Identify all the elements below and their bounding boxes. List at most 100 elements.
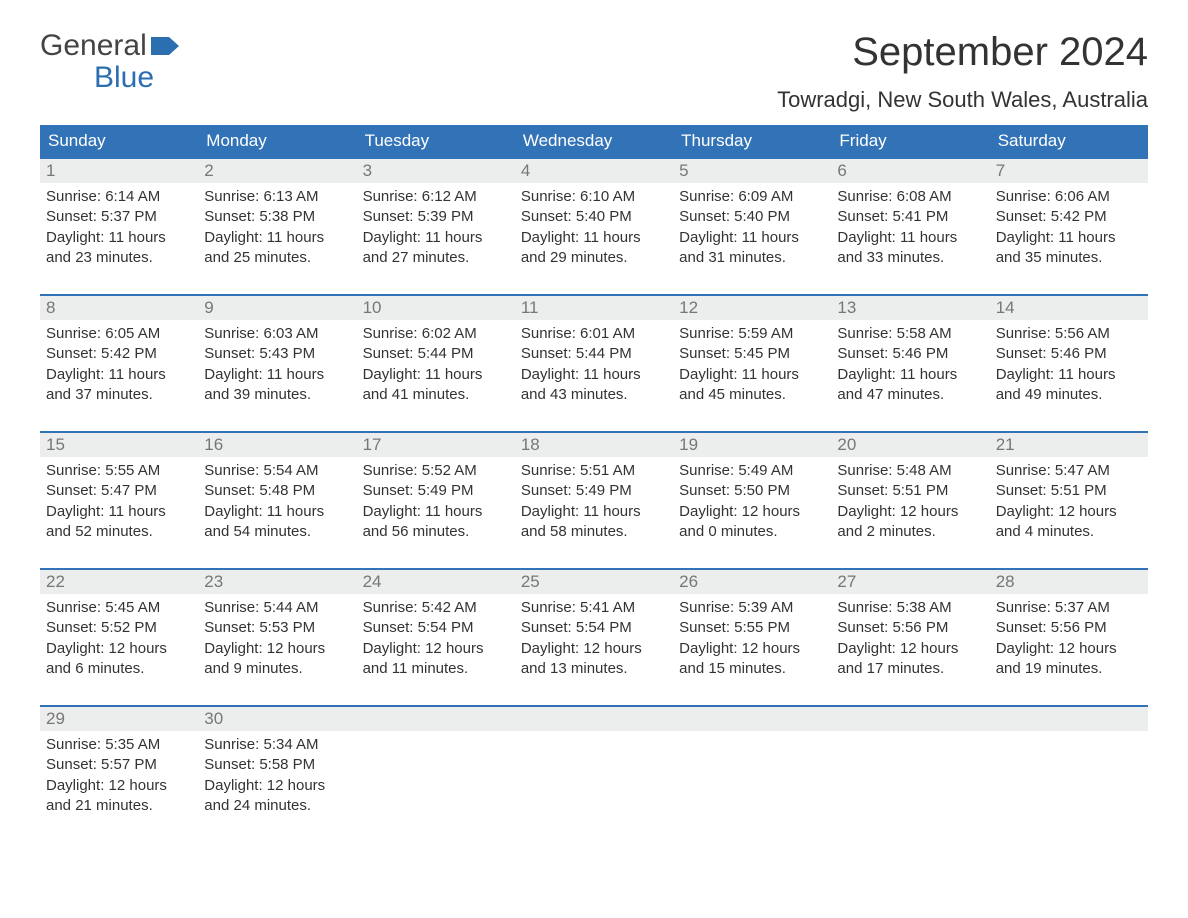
sunrise-text: Sunrise: 5:35 AM: [46, 735, 192, 755]
detail-row: Sunrise: 5:55 AMSunset: 5:47 PMDaylight:…: [40, 457, 1148, 548]
sunset-text: Sunset: 5:56 PM: [996, 618, 1142, 638]
sunrise-text: Sunrise: 5:38 AM: [837, 598, 983, 618]
day-detail: Sunrise: 5:37 AMSunset: 5:56 PMDaylight:…: [990, 594, 1148, 685]
sunrise-text: Sunrise: 6:03 AM: [204, 324, 350, 344]
sunrise-text: Sunrise: 5:37 AM: [996, 598, 1142, 618]
sunset-text: Sunset: 5:43 PM: [204, 344, 350, 364]
day-detail: Sunrise: 5:49 AMSunset: 5:50 PMDaylight:…: [673, 457, 831, 548]
sunset-text: Sunset: 5:55 PM: [679, 618, 825, 638]
day-detail: [357, 731, 515, 822]
sunset-text: Sunset: 5:40 PM: [679, 207, 825, 227]
day-detail: Sunrise: 5:39 AMSunset: 5:55 PMDaylight:…: [673, 594, 831, 685]
sunrise-text: Sunrise: 5:44 AM: [204, 598, 350, 618]
day-number: 24: [357, 570, 515, 594]
sunrise-text: Sunrise: 6:06 AM: [996, 187, 1142, 207]
sunrise-text: Sunrise: 6:08 AM: [837, 187, 983, 207]
title-block: September 2024 Towradgi, New South Wales…: [777, 30, 1148, 113]
sunrise-text: Sunrise: 5:52 AM: [363, 461, 509, 481]
sunrise-text: Sunrise: 6:13 AM: [204, 187, 350, 207]
sunrise-text: Sunrise: 5:34 AM: [204, 735, 350, 755]
day-detail: Sunrise: 5:35 AMSunset: 5:57 PMDaylight:…: [40, 731, 198, 822]
daynum-row: 15161718192021: [40, 433, 1148, 457]
sunset-text: Sunset: 5:58 PM: [204, 755, 350, 775]
day-number: 20: [831, 433, 989, 457]
week-row: 1234567Sunrise: 6:14 AMSunset: 5:37 PMDa…: [40, 157, 1148, 274]
daylight-text: Daylight: 11 hours and 35 minutes.: [996, 228, 1142, 269]
day-detail: Sunrise: 6:10 AMSunset: 5:40 PMDaylight:…: [515, 183, 673, 274]
sunset-text: Sunset: 5:44 PM: [363, 344, 509, 364]
daylight-text: Daylight: 11 hours and 33 minutes.: [837, 228, 983, 269]
daylight-text: Daylight: 11 hours and 39 minutes.: [204, 365, 350, 406]
day-detail: Sunrise: 6:03 AMSunset: 5:43 PMDaylight:…: [198, 320, 356, 411]
daylight-text: Daylight: 11 hours and 49 minutes.: [996, 365, 1142, 406]
sunset-text: Sunset: 5:54 PM: [363, 618, 509, 638]
day-detail: [990, 731, 1148, 822]
daylight-text: Daylight: 11 hours and 56 minutes.: [363, 502, 509, 543]
detail-row: Sunrise: 6:05 AMSunset: 5:42 PMDaylight:…: [40, 320, 1148, 411]
sunrise-text: Sunrise: 5:41 AM: [521, 598, 667, 618]
sunrise-text: Sunrise: 5:45 AM: [46, 598, 192, 618]
location: Towradgi, New South Wales, Australia: [777, 87, 1148, 113]
sunset-text: Sunset: 5:42 PM: [996, 207, 1142, 227]
sunset-text: Sunset: 5:51 PM: [837, 481, 983, 501]
day-detail: [515, 731, 673, 822]
day-detail: Sunrise: 5:47 AMSunset: 5:51 PMDaylight:…: [990, 457, 1148, 548]
day-detail: [673, 731, 831, 822]
daylight-text: Daylight: 11 hours and 27 minutes.: [363, 228, 509, 269]
day-number: 9: [198, 296, 356, 320]
calendar: Sunday Monday Tuesday Wednesday Thursday…: [40, 125, 1148, 822]
daylight-text: Daylight: 11 hours and 45 minutes.: [679, 365, 825, 406]
sunset-text: Sunset: 5:53 PM: [204, 618, 350, 638]
day-detail: Sunrise: 6:05 AMSunset: 5:42 PMDaylight:…: [40, 320, 198, 411]
sunrise-text: Sunrise: 5:51 AM: [521, 461, 667, 481]
sunrise-text: Sunrise: 5:56 AM: [996, 324, 1142, 344]
detail-row: Sunrise: 6:14 AMSunset: 5:37 PMDaylight:…: [40, 183, 1148, 274]
day-detail: Sunrise: 5:48 AMSunset: 5:51 PMDaylight:…: [831, 457, 989, 548]
day-of-week-header: Sunday Monday Tuesday Wednesday Thursday…: [40, 125, 1148, 157]
day-detail: Sunrise: 5:44 AMSunset: 5:53 PMDaylight:…: [198, 594, 356, 685]
day-detail: Sunrise: 6:09 AMSunset: 5:40 PMDaylight:…: [673, 183, 831, 274]
sunrise-text: Sunrise: 6:09 AM: [679, 187, 825, 207]
day-number: 18: [515, 433, 673, 457]
daylight-text: Daylight: 11 hours and 23 minutes.: [46, 228, 192, 269]
daylight-text: Daylight: 12 hours and 15 minutes.: [679, 639, 825, 680]
day-detail: Sunrise: 6:14 AMSunset: 5:37 PMDaylight:…: [40, 183, 198, 274]
day-detail: Sunrise: 6:12 AMSunset: 5:39 PMDaylight:…: [357, 183, 515, 274]
day-detail: Sunrise: 5:58 AMSunset: 5:46 PMDaylight:…: [831, 320, 989, 411]
daylight-text: Daylight: 12 hours and 11 minutes.: [363, 639, 509, 680]
flag-icon: [151, 30, 179, 62]
day-number: 6: [831, 159, 989, 183]
daylight-text: Daylight: 12 hours and 24 minutes.: [204, 776, 350, 817]
day-number: 3: [357, 159, 515, 183]
sunrise-text: Sunrise: 5:42 AM: [363, 598, 509, 618]
detail-row: Sunrise: 5:45 AMSunset: 5:52 PM Daylight:…: [40, 594, 1148, 685]
day-detail: Sunrise: 6:08 AMSunset: 5:41 PMDaylight:…: [831, 183, 989, 274]
day-number: 19: [673, 433, 831, 457]
sunset-text: Sunset: 5:47 PM: [46, 481, 192, 501]
sunset-text: Sunset: 5:37 PM: [46, 207, 192, 227]
daylight-text: Daylight: 12 hours and 21 minutes.: [46, 776, 192, 817]
daylight-text: Daylight: 11 hours and 58 minutes.: [521, 502, 667, 543]
day-number: 25: [515, 570, 673, 594]
day-number: 23: [198, 570, 356, 594]
sunset-text: Sunset: 5:38 PM: [204, 207, 350, 227]
day-number: [673, 707, 831, 731]
sunset-text: Sunset: 5:45 PM: [679, 344, 825, 364]
daynum-row: 2930: [40, 707, 1148, 731]
day-number: 26: [673, 570, 831, 594]
dow-friday: Friday: [831, 125, 989, 157]
day-number: 8: [40, 296, 198, 320]
dow-saturday: Saturday: [990, 125, 1148, 157]
sunset-text: Sunset: 5:39 PM: [363, 207, 509, 227]
dow-monday: Monday: [198, 125, 356, 157]
sunset-text: Sunset: 5:46 PM: [837, 344, 983, 364]
sunset-text: Sunset: 5:42 PM: [46, 344, 192, 364]
sunset-text: Sunset: 5:52 PM: [46, 618, 192, 638]
day-number: [515, 707, 673, 731]
sunset-text: Sunset: 5:41 PM: [837, 207, 983, 227]
day-detail: Sunrise: 5:59 AMSunset: 5:45 PMDaylight:…: [673, 320, 831, 411]
day-number: 16: [198, 433, 356, 457]
day-detail: Sunrise: 5:51 AMSunset: 5:49 PMDaylight:…: [515, 457, 673, 548]
sunrise-text: Sunrise: 5:58 AM: [837, 324, 983, 344]
day-number: 11: [515, 296, 673, 320]
